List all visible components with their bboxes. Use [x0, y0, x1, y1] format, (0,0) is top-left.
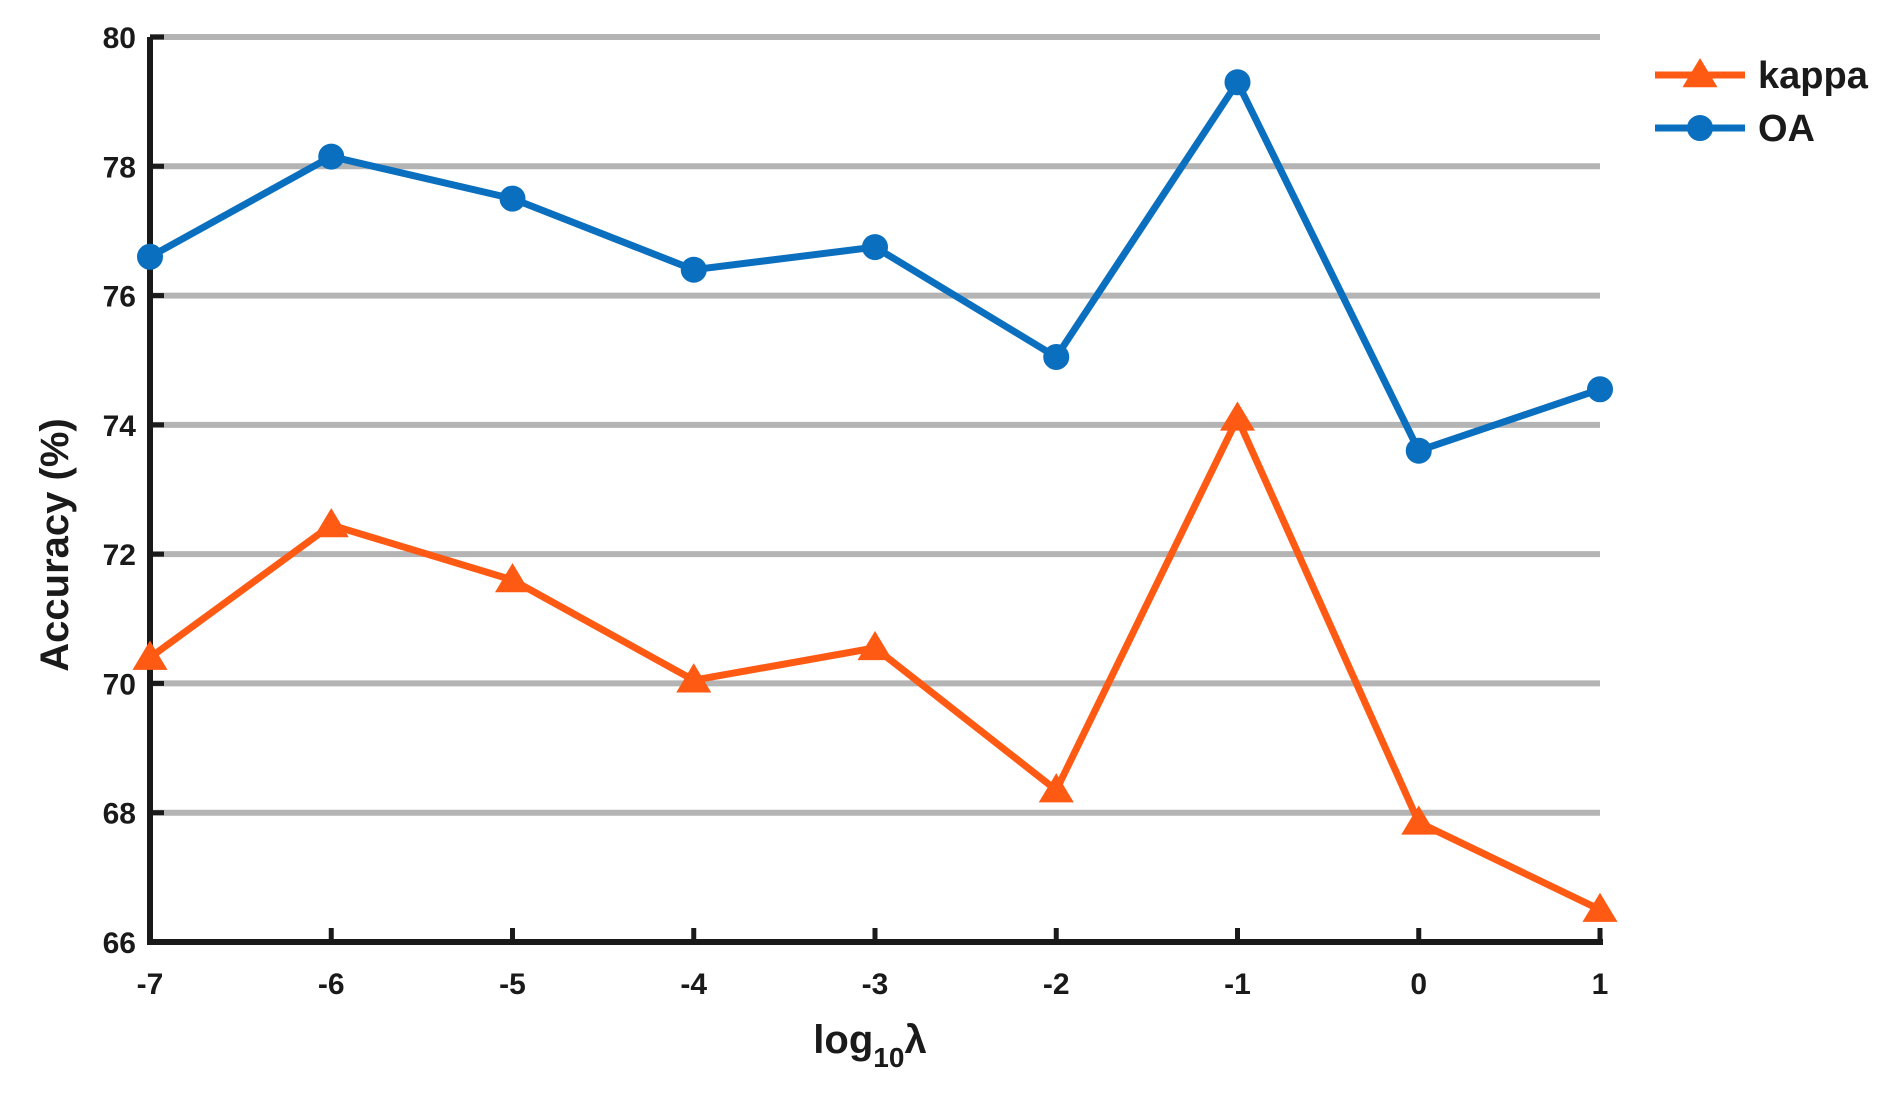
x-tick-label: 1: [1592, 968, 1609, 1001]
x-tick-label: -7: [137, 968, 164, 1001]
kappa-point: [313, 508, 349, 538]
oa-point: [137, 243, 163, 270]
oa-point: [862, 234, 888, 261]
x-tick-label: -6: [318, 968, 345, 1001]
x-tick-labels: -7 -6 -5 -4 -3 -2 -1 0 1: [137, 968, 1609, 1001]
oa-point: [1224, 69, 1251, 96]
legend-entry-kappa: kappa: [1655, 55, 1869, 97]
series-oa: [137, 69, 1613, 464]
y-tick-label: 66: [103, 927, 136, 960]
kappa-point: [494, 563, 531, 593]
legend-entry-oa: OA: [1655, 108, 1815, 150]
legend-marker: [1687, 115, 1713, 141]
kappa-point: [132, 640, 168, 670]
series-layer: [132, 69, 1618, 922]
y-tick-label: 68: [103, 798, 136, 831]
legend-marker: [1682, 58, 1718, 88]
x-axis-label: log10λ: [813, 1018, 926, 1073]
oa-point: [499, 185, 526, 212]
x-tick-label: -3: [862, 968, 889, 1001]
oa-point: [1405, 437, 1432, 464]
y-tick-label: 78: [103, 151, 136, 184]
gridlines: [150, 34, 1600, 816]
kappa-point: [1401, 805, 1437, 835]
series-kappa: [132, 401, 1618, 922]
x-axis-label-symbol: λ: [904, 1018, 926, 1062]
x-tick-label: -5: [499, 968, 526, 1001]
x-tick-label: 0: [1410, 968, 1427, 1001]
oa-line: [148, 78, 1602, 455]
kappa-point: [676, 663, 712, 693]
kappa-point: [1219, 401, 1256, 431]
y-tick-label: 72: [103, 539, 136, 572]
y-tick-label: 80: [103, 22, 136, 55]
legend-label: OA: [1758, 108, 1815, 150]
y-tick-labels: 66 68 70 72 74 76 78 80: [103, 22, 137, 960]
oa-point: [680, 256, 707, 283]
legend-label: kappa: [1758, 55, 1869, 97]
y-axis-label: Accuracy (%): [33, 418, 77, 671]
x-axis-label-base: log: [813, 1018, 873, 1062]
x-tick-label: -4: [680, 968, 707, 1001]
y-tick-label: 70: [103, 668, 136, 701]
kappa-point: [1582, 892, 1618, 922]
legend: kappa OA: [1655, 55, 1869, 150]
y-tick-label: 74: [103, 410, 137, 443]
oa-point: [318, 143, 345, 170]
axes: [147, 34, 1603, 945]
x-axis-label-subscript: 10: [873, 1042, 904, 1073]
oa-point: [1587, 376, 1613, 403]
kappa-point: [857, 630, 893, 661]
kappa-point: [1038, 773, 1074, 803]
y-tick-label: 76: [103, 281, 136, 314]
oa-point: [1043, 343, 1070, 370]
x-tick-label: -1: [1224, 968, 1251, 1001]
x-tick-label: -2: [1043, 968, 1070, 1001]
kappa-line: [147, 414, 1602, 913]
